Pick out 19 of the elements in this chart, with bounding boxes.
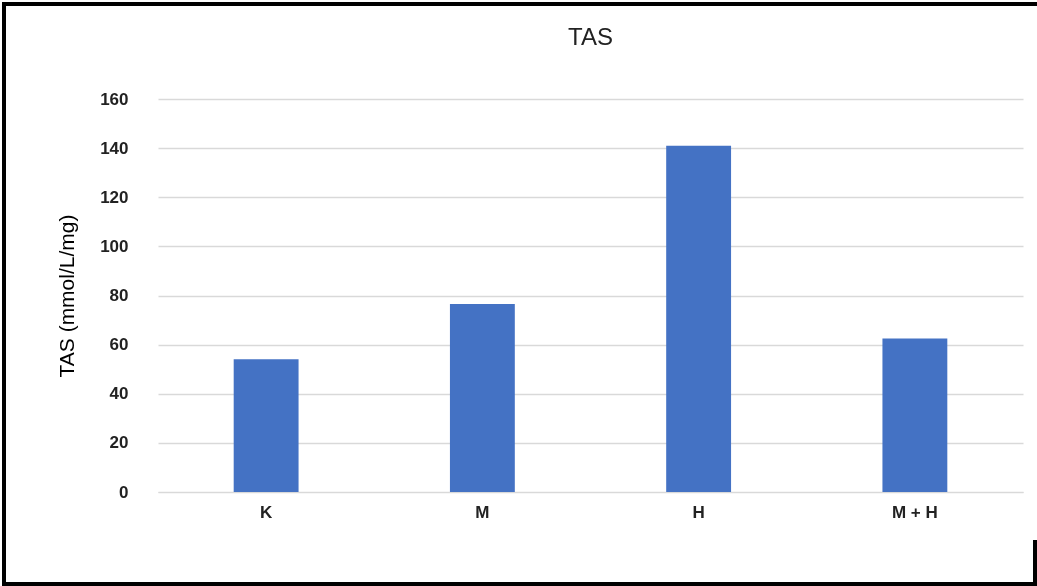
y-tick-label: 140 [100, 138, 129, 158]
y-tick-label: 160 [100, 89, 129, 109]
y-tick-label: 80 [109, 286, 129, 305]
y-tick-label: 20 [109, 433, 129, 453]
bar [233, 359, 299, 492]
y-tick-label: 40 [109, 384, 129, 404]
bar [449, 304, 515, 492]
chart-title: TAS [568, 23, 613, 50]
x-tick-label: M [475, 502, 490, 522]
x-tick-label: K [259, 502, 273, 522]
y-tick-label: 0 [119, 482, 129, 502]
x-tick-label: M + H [891, 502, 938, 522]
x-tick-label: H [692, 502, 705, 522]
y-tick-label: 120 [100, 187, 129, 207]
y-tick-label: 60 [109, 335, 129, 355]
bar [882, 338, 948, 492]
y-axis-title: TAS (mmol/L/mg) [55, 214, 79, 378]
y-tick-label: 100 [100, 236, 129, 256]
bar [666, 145, 732, 492]
